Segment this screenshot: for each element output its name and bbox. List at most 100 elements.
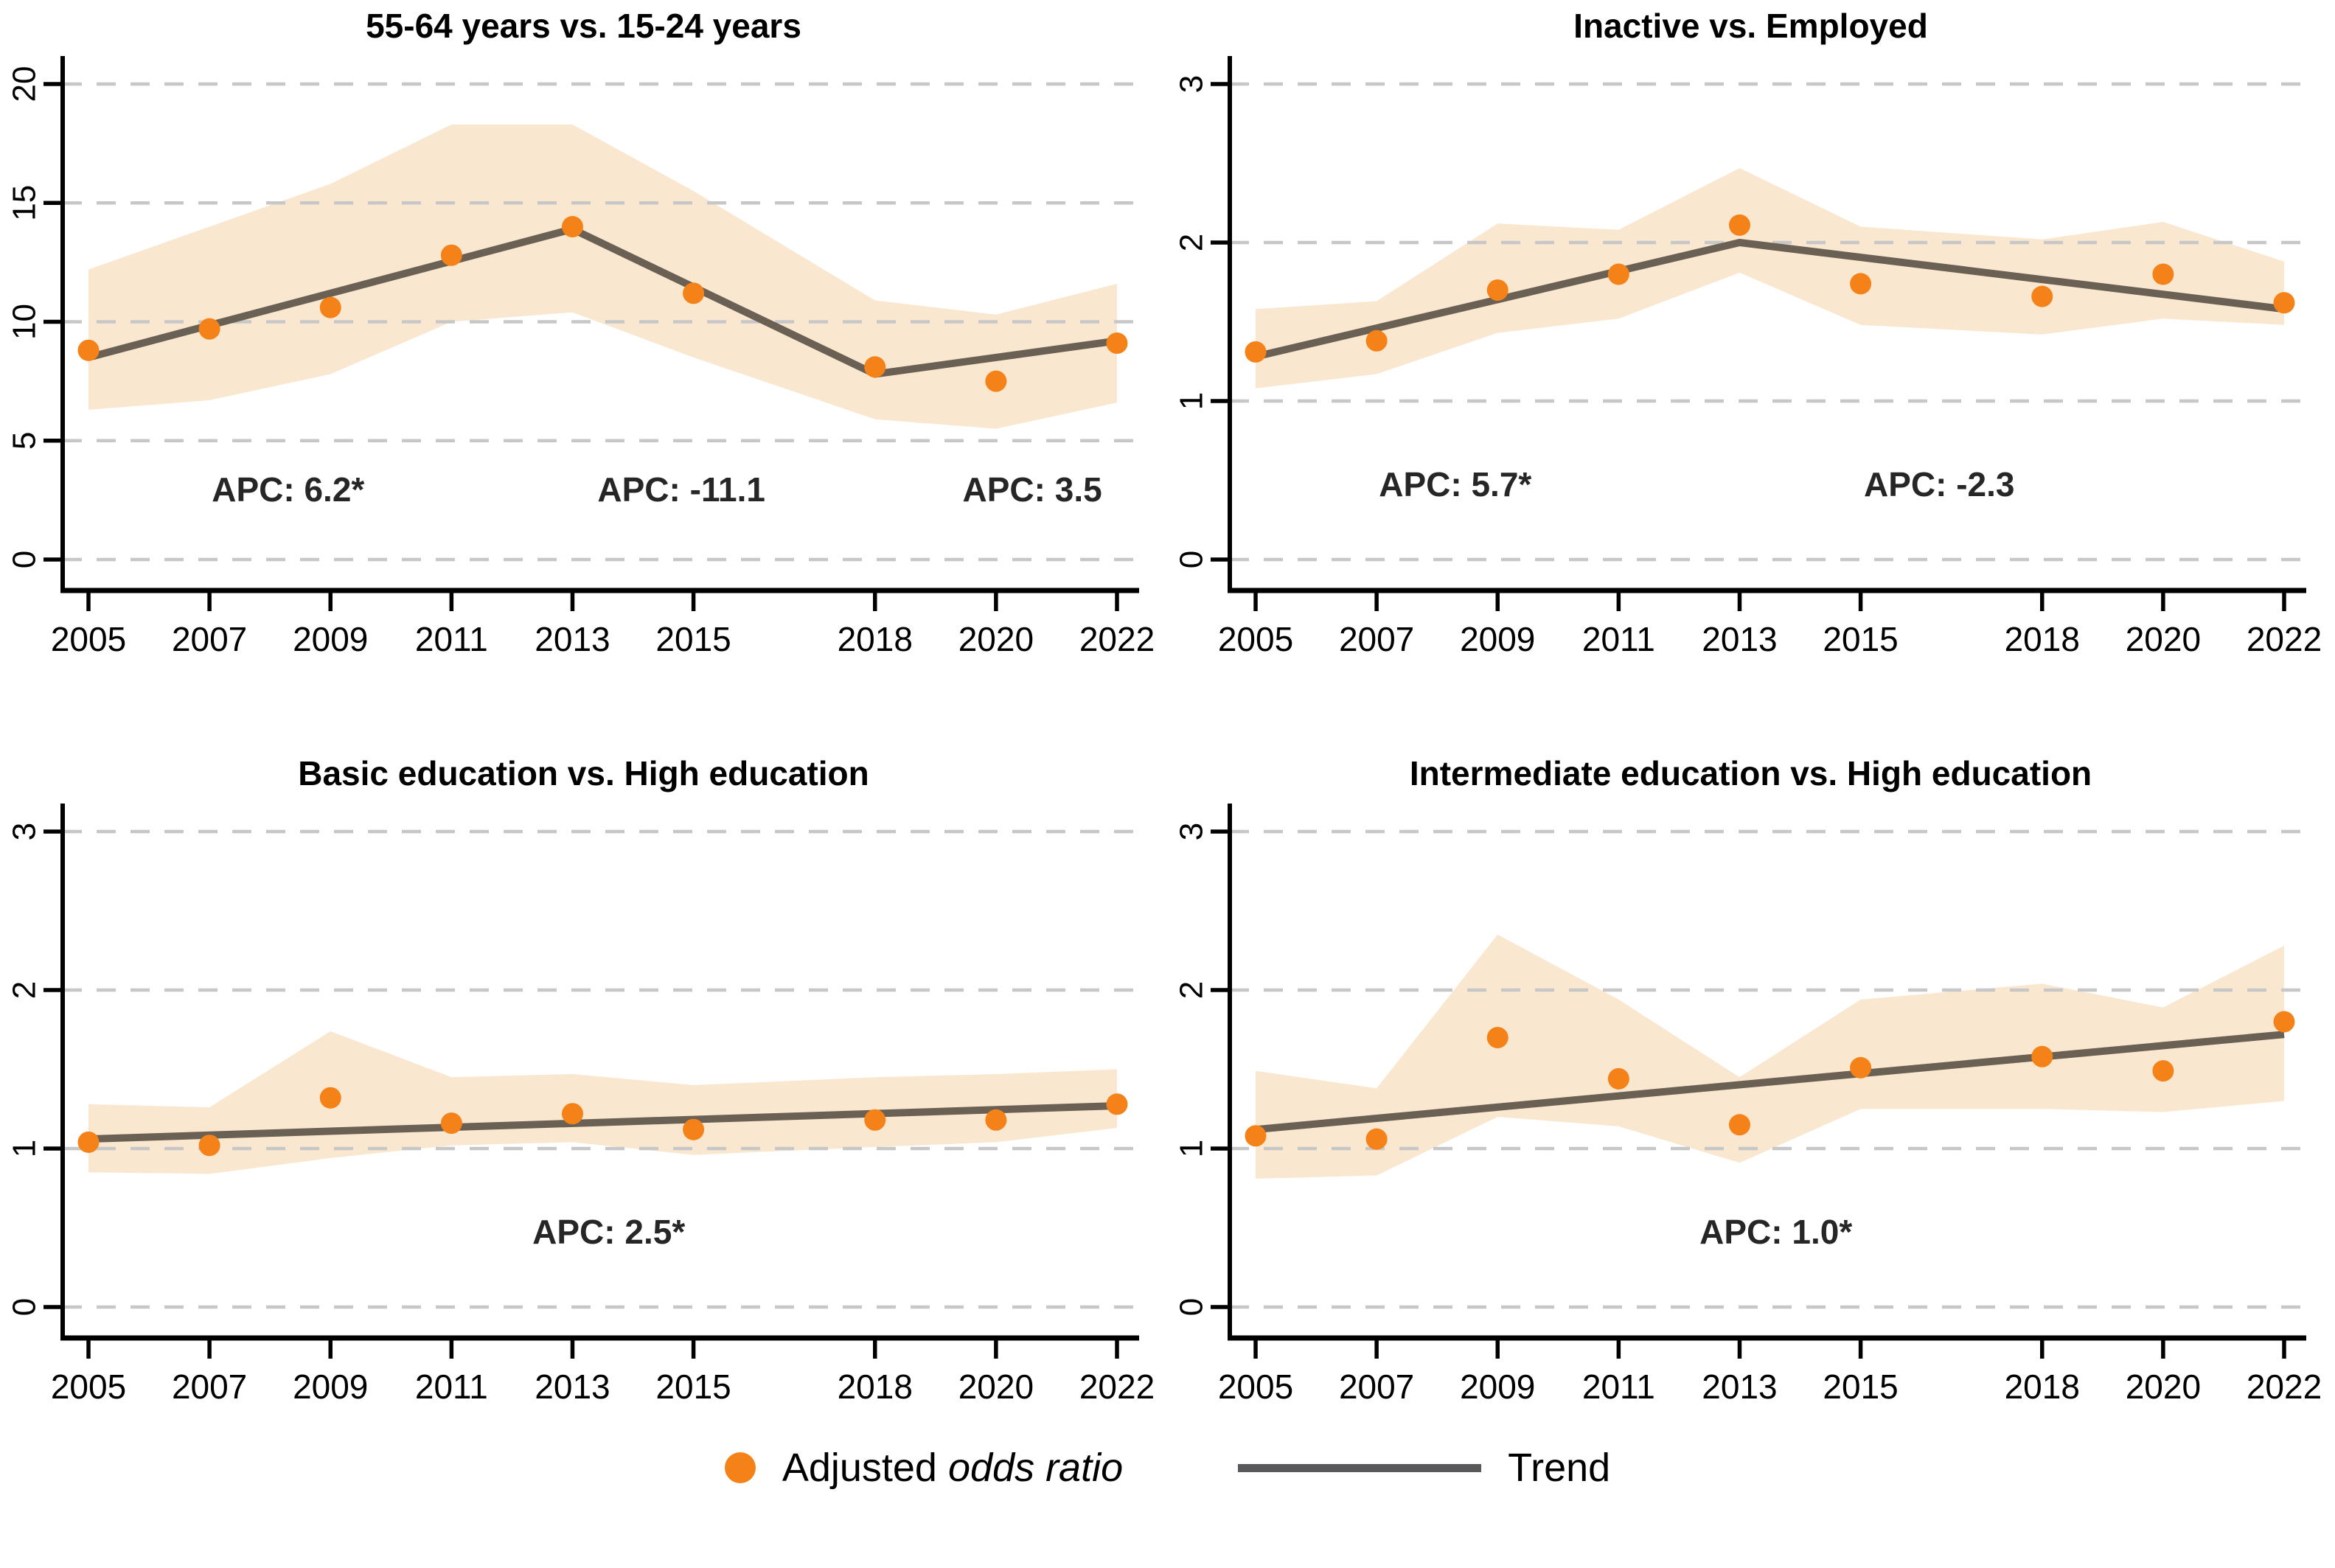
trend-line: [1255, 1031, 2285, 1134]
odds-ratio-point: [1728, 214, 1750, 236]
x-tick-label: 2011: [415, 1367, 488, 1406]
odds-ratio-point: [1486, 279, 1508, 301]
apc-annotation: APC: 6.2*: [212, 470, 364, 509]
x-tick-label: 2005: [51, 1367, 126, 1406]
odds-ratio-point: [683, 1118, 705, 1140]
odds-ratio-legend-label: Adjusted odds ratio: [782, 1445, 1123, 1491]
odds-ratio-point: [77, 339, 100, 361]
chart-svg: APC: 1.0* 0 1 2 3 2005 2007 2009 2011 2013 2015 201…: [1174, 804, 2322, 1406]
chart-svg: APC: 6.2* APC: -11.1 APC: 3.5 0 5 10 15 20 2005 2…: [7, 56, 1155, 658]
panel-basic-education: Basic education vs. High education APC: …: [0, 750, 1167, 1417]
odds-ratio-point: [2273, 292, 2295, 314]
y-tick-label: 0: [1174, 551, 1210, 568]
x-tick-label: 2013: [1702, 620, 1777, 658]
odds-ratio-point: [1365, 1128, 1388, 1150]
odds-ratio-point: [985, 370, 1007, 392]
y-tick-label: 2: [7, 981, 43, 999]
odds-ratio-point: [561, 216, 583, 237]
y-tick-label: 0: [7, 1298, 43, 1316]
odds-ratio-legend-label-prefix: Adjusted: [782, 1446, 948, 1490]
odds-ratio-point: [440, 1112, 462, 1135]
y-tick-label: 20: [7, 66, 43, 102]
x-tick-label: 2020: [958, 1367, 1034, 1406]
panel-activity: Inactive vs. Employed APC: 5.7* APC: -2.3…: [1167, 3, 2334, 669]
odds-ratio-point: [2273, 1011, 2295, 1033]
y-tick-label: 0: [7, 551, 43, 568]
odds-ratio-point: [1850, 273, 1872, 295]
odds-ratio-point: [2152, 1060, 2174, 1082]
odds-ratio-point: [1486, 1027, 1508, 1048]
odds-ratio-point: [440, 244, 462, 266]
y-tick-label: 2: [1174, 234, 1210, 251]
odds-ratio-point: [198, 318, 220, 340]
apc-annotation: APC: 5.7*: [1379, 465, 1531, 503]
odds-ratio-point: [1106, 1093, 1128, 1115]
x-tick-label: 2005: [51, 620, 126, 658]
y-tick-label: 5: [7, 432, 43, 450]
x-tick-label: 2022: [1079, 1367, 1155, 1406]
x-tick-label: 2022: [1079, 620, 1155, 658]
odds-ratio-point: [1365, 330, 1388, 352]
chart-plot: APC: 6.2* APC: -11.1 APC: 3.5 0 5 10 15 20 2005 2…: [0, 49, 1167, 669]
panels-grid: 55-64 years vs. 15-24 years APC: 6.2* APC…: [0, 3, 2334, 1417]
odds-ratio-point: [561, 1103, 583, 1125]
panel-intermediate-education: Intermediate education vs. High educatio…: [1167, 750, 2334, 1417]
x-tick-label: 2018: [2005, 620, 2080, 658]
x-tick-label: 2018: [2005, 1367, 2080, 1406]
odds-ratio-point: [1245, 1125, 1267, 1147]
y-tick-label: 1: [1174, 392, 1210, 410]
trend-legend-marker-icon: [1238, 1463, 1482, 1472]
x-tick-label: 2005: [1218, 620, 1293, 658]
x-tick-label: 2007: [1339, 620, 1414, 658]
apc-annotation: APC: 1.0*: [1699, 1213, 1852, 1251]
y-tick-label: 10: [7, 304, 43, 340]
odds-ratio-point: [319, 296, 341, 318]
y-tick-label: 3: [1174, 823, 1210, 840]
x-tick-label: 2020: [958, 620, 1034, 658]
odds-ratio-point: [198, 1135, 220, 1157]
odds-ratio-point: [1106, 332, 1128, 355]
legend: Adjusted odds ratio Trend: [0, 1445, 2335, 1491]
odds-ratio-point: [1728, 1114, 1750, 1136]
x-tick-label: 2011: [1582, 620, 1655, 658]
odds-ratio-point: [319, 1087, 341, 1109]
x-tick-label: 2007: [172, 1367, 247, 1406]
x-tick-label: 2007: [172, 620, 247, 658]
y-tick-label: 1: [1174, 1140, 1210, 1157]
odds-ratio-point: [1245, 341, 1267, 363]
odds-ratio-point: [864, 1109, 886, 1131]
trend-line: [1254, 239, 2285, 360]
panel-title: Inactive vs. Employed: [1573, 7, 1928, 45]
odds-ratio-point: [2152, 263, 2174, 285]
confidence-band: [1256, 934, 2284, 1179]
odds-ratio-point: [1607, 263, 1629, 285]
x-tick-label: 2022: [2247, 1367, 2322, 1406]
x-tick-label: 2011: [1582, 1367, 1655, 1406]
panel-title: Intermediate education vs. High educatio…: [1409, 754, 2092, 792]
x-tick-label: 2009: [293, 1367, 368, 1406]
panel-age: 55-64 years vs. 15-24 years APC: 6.2* APC…: [0, 3, 1167, 669]
x-tick-label: 2013: [535, 620, 610, 658]
odds-ratio-point: [2031, 285, 2053, 307]
x-tick-label: 2015: [655, 1367, 731, 1406]
apc-annotation: APC: 3.5: [963, 470, 1102, 509]
x-tick-label: 2011: [415, 620, 488, 658]
y-tick-label: 15: [7, 185, 43, 221]
chart-plot: APC: 1.0* 0 1 2 3 2005 2007 2009 2011 2013 2015 201…: [1167, 796, 2334, 1417]
y-tick-label: 3: [7, 823, 43, 840]
y-tick-label: 0: [1174, 1298, 1210, 1316]
chart-svg: APC: 2.5* 0 1 2 3 2005 2007 2009 2011 2013 2015 201…: [7, 804, 1155, 1406]
x-tick-label: 2015: [655, 620, 731, 658]
x-tick-label: 2013: [535, 1367, 610, 1406]
trend-legend-label: Trend: [1508, 1446, 1611, 1490]
x-tick-label: 2009: [1460, 1367, 1535, 1406]
x-tick-label: 2007: [1339, 1367, 1414, 1406]
x-tick-label: 2020: [2126, 620, 2201, 658]
odds-ratio-legend-marker-icon: [724, 1452, 756, 1483]
panel-title: Basic education vs. High education: [298, 754, 869, 792]
x-tick-label: 2018: [838, 620, 913, 658]
x-tick-label: 2022: [2247, 620, 2322, 658]
confidence-band: [88, 1031, 1117, 1174]
odds-ratio-point: [1850, 1056, 1872, 1079]
x-tick-label: 2018: [838, 1367, 913, 1406]
